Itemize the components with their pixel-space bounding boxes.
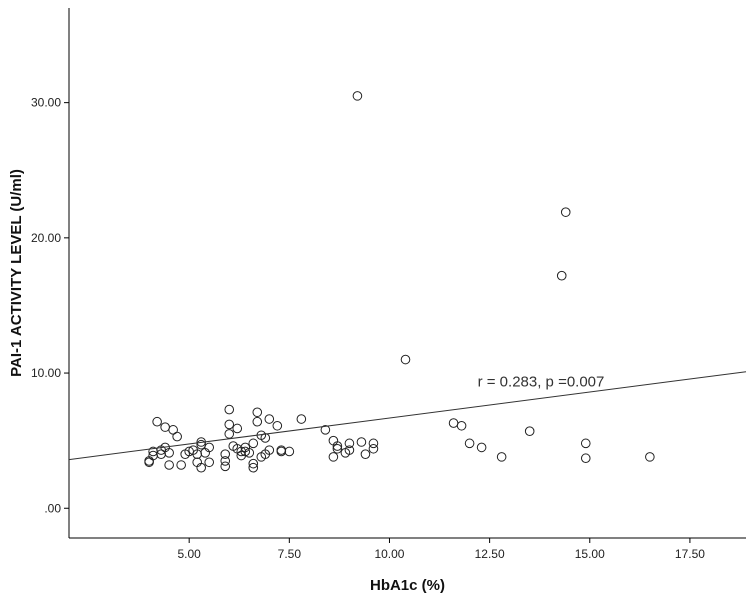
data-point xyxy=(496,452,507,462)
data-point xyxy=(220,449,231,459)
y-tick-label: 30.00 xyxy=(31,96,61,110)
data-point xyxy=(224,419,235,430)
x-axis-title: HbA1c (%) xyxy=(370,577,445,594)
data-point xyxy=(645,452,655,462)
data-point xyxy=(368,438,379,449)
y-tick-label: 10.00 xyxy=(31,366,61,380)
data-points xyxy=(144,91,655,473)
data-point xyxy=(332,441,343,451)
data-point xyxy=(224,429,235,439)
data-point xyxy=(456,420,467,431)
data-point xyxy=(272,420,283,431)
data-point xyxy=(220,456,231,466)
x-tick-label: 15.00 xyxy=(575,547,605,561)
data-point xyxy=(344,445,355,455)
data-point xyxy=(524,426,535,436)
data-point xyxy=(352,91,363,101)
data-point xyxy=(264,414,275,424)
x-tick-label: 5.00 xyxy=(177,547,201,561)
data-point xyxy=(220,461,231,472)
x-tick-label: 17.50 xyxy=(675,547,705,561)
y-tick-label: 20.00 xyxy=(31,231,61,245)
data-point xyxy=(320,425,331,435)
data-point xyxy=(368,443,379,454)
data-point xyxy=(204,457,215,468)
data-point xyxy=(248,462,259,473)
data-point xyxy=(284,446,295,457)
data-point xyxy=(240,446,251,457)
data-point xyxy=(172,431,182,442)
data-point xyxy=(356,437,367,447)
correlation-annotation: r = 0.283, p =0.007 xyxy=(478,374,605,391)
data-point xyxy=(464,438,475,449)
data-point xyxy=(328,452,339,462)
fit-line xyxy=(68,371,747,461)
data-point xyxy=(556,270,567,281)
data-point xyxy=(252,407,263,418)
data-point xyxy=(164,448,174,458)
x-tick-label: 7.50 xyxy=(278,547,302,561)
data-point xyxy=(244,448,255,458)
data-point xyxy=(560,207,571,217)
data-point xyxy=(344,438,355,449)
data-point xyxy=(196,462,206,473)
data-point xyxy=(264,445,275,455)
data-point xyxy=(476,442,487,453)
data-point xyxy=(248,458,259,469)
data-point xyxy=(400,354,411,365)
data-point xyxy=(224,404,235,415)
x-axis-ticks: 5.00 7.50 10.00 12.50 15.00 17.50 xyxy=(177,538,705,561)
data-point xyxy=(248,438,259,449)
y-axis-ticks: .00 10.00 20.00 30.00 xyxy=(31,96,69,515)
x-tick-label: 10.00 xyxy=(374,547,404,561)
data-point xyxy=(580,438,591,449)
data-point xyxy=(176,460,186,470)
data-point xyxy=(152,416,162,427)
data-point xyxy=(580,453,591,464)
y-tick-label: .00 xyxy=(44,501,61,515)
data-point xyxy=(204,442,215,453)
x-tick-label: 12.50 xyxy=(475,547,505,561)
data-point xyxy=(252,416,263,427)
data-point xyxy=(164,460,174,470)
data-point xyxy=(232,423,243,434)
data-point xyxy=(296,414,307,424)
data-point xyxy=(360,449,371,459)
data-point xyxy=(332,443,343,454)
y-axis-title: PAI-1 ACTIVITY LEVEL (U/ml) xyxy=(8,169,25,377)
